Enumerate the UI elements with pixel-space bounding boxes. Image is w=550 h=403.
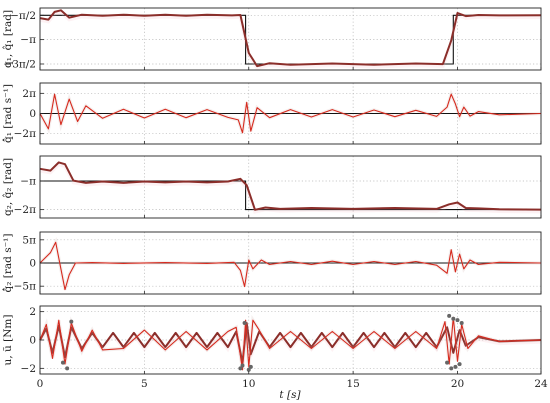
panels: −π/2−π−3π/2q₁, q̂₁ [rad]2π0−2πq̂̇₁ [rad … [1, 7, 548, 390]
axes-frame [39, 7, 542, 71]
x-axis-label: t [s] [279, 389, 301, 401]
series-filtered [39, 322, 542, 364]
x-tick-label: 15 [346, 378, 359, 390]
data-point-marker [69, 319, 74, 324]
panel-4: 5π 0 −5πq̂̇₂ [rad s⁻¹] [1, 231, 542, 295]
y-tick-label: 5π [22, 234, 36, 246]
series-filtered [39, 9, 542, 68]
data-point-marker [457, 362, 462, 367]
series-noise-band [39, 162, 542, 214]
data-point-marker [445, 360, 450, 365]
y-tick-label: −5π [14, 281, 36, 293]
series-measured [39, 241, 542, 291]
y-tick-label: −π/2 [10, 10, 36, 22]
data-point-marker [242, 321, 247, 325]
x-tick-label: 24 [534, 378, 548, 390]
data-point-marker [447, 313, 452, 318]
panel-1: −π/2 −π −3π/2q₁, q̂₁ [rad] [2, 7, 542, 71]
series-filtered [39, 161, 542, 211]
y-tick-label: −3π/2 [3, 58, 36, 70]
y-axis-label: q₁, q̂₁ [rad] [2, 10, 14, 68]
y-tick-label: 0 [29, 108, 36, 120]
series-noise-band [39, 10, 542, 71]
data-point-marker [453, 364, 458, 369]
series-noise-band [38, 314, 542, 371]
y-tick-label: 2 [29, 306, 36, 318]
series-measured [39, 316, 542, 371]
data-point-marker [240, 363, 245, 368]
y-tick-label: 0 [29, 335, 36, 347]
data-point-marker [449, 366, 454, 371]
x-tick-label: 20 [451, 378, 464, 390]
y-tick-label: 2π [22, 88, 36, 100]
y-axis-label: q̂̇₂ [rad s⁻¹] [1, 234, 14, 293]
data-point-marker [455, 318, 460, 323]
data-point-marker [238, 366, 243, 371]
y-axis-label: q₂, q̂₂ [rad] [2, 158, 14, 216]
x-tick-label: 0 [37, 378, 44, 390]
data-point-marker [246, 367, 251, 372]
y-tick-label: −π [20, 175, 36, 187]
y-tick-label: −π [20, 34, 36, 46]
y-tick-label: −2π [14, 128, 36, 140]
y-tick-label: −2 [21, 363, 36, 375]
y-tick-label: −2π [14, 204, 36, 216]
data-point-marker [451, 316, 456, 321]
data-point-marker [248, 364, 253, 369]
x-tick-label: 10 [242, 378, 255, 390]
data-point-marker [65, 366, 70, 371]
x-tick-label: 5 [141, 378, 148, 390]
y-axis-label: q̂̇₁ [rad s⁻¹] [1, 84, 14, 143]
y-tick-label: 0 [29, 258, 36, 270]
panel-2: 2π 0 −2πq̂̇₁ [rad s⁻¹] [1, 82, 542, 145]
data-point-marker [459, 321, 464, 325]
panel-5: 20−2u, ũ [Nm]0 5 10 15 20 24 [2, 305, 548, 390]
axes-frame [39, 155, 542, 219]
y-axis-label: u, ũ [Nm] [2, 315, 14, 366]
series-measured [39, 93, 542, 134]
data-point-marker [60, 360, 65, 365]
